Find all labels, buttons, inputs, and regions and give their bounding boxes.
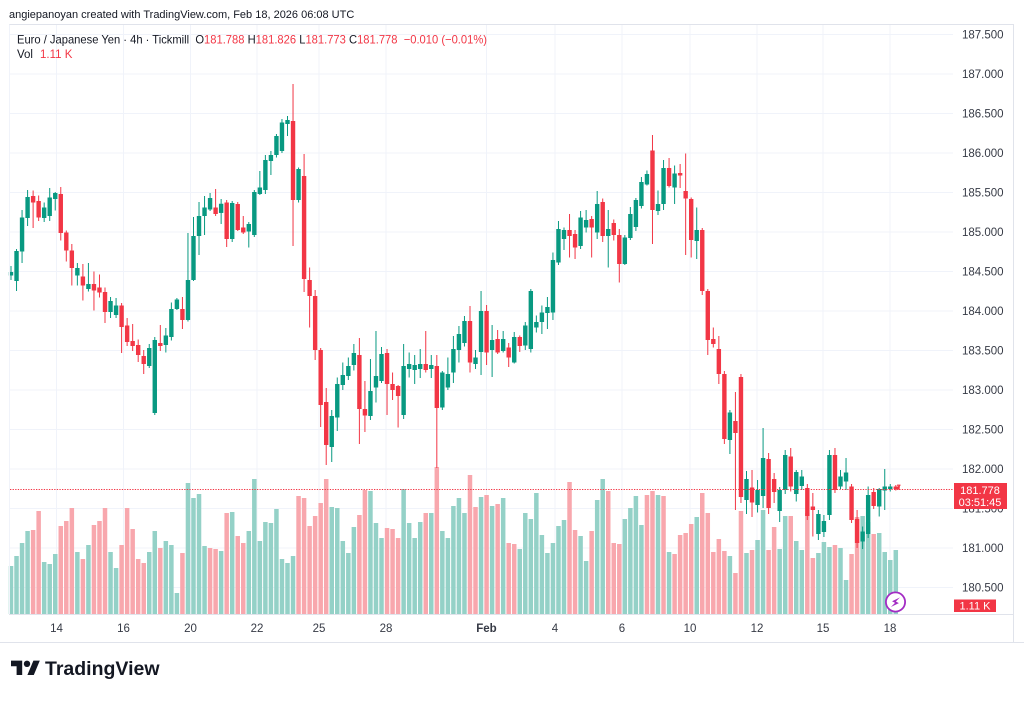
svg-text:25: 25 — [313, 623, 326, 635]
svg-text:180.500: 180.500 — [962, 583, 1004, 595]
svg-text:Vol: Vol — [17, 49, 33, 61]
svg-text:03:51:45: 03:51:45 — [959, 497, 1002, 509]
svg-text:1.11 K: 1.11 K — [960, 601, 992, 613]
svg-text:15: 15 — [817, 623, 830, 635]
svg-text:184.000: 184.000 — [962, 306, 1004, 318]
svg-text:182.000: 182.000 — [962, 464, 1004, 476]
svg-text:184.500: 184.500 — [962, 267, 1004, 279]
svg-text:185.000: 185.000 — [962, 227, 1004, 239]
svg-text:4: 4 — [552, 623, 559, 635]
svg-text:6: 6 — [619, 623, 625, 635]
svg-text:181.778: 181.778 — [960, 485, 1000, 497]
svg-text:TradingView: TradingView — [45, 658, 160, 680]
svg-text:183.500: 183.500 — [962, 346, 1004, 358]
svg-text:187.500: 187.500 — [962, 30, 1004, 42]
svg-text:14: 14 — [50, 623, 63, 635]
svg-text:181.000: 181.000 — [962, 543, 1004, 555]
svg-text:Feb: Feb — [476, 623, 496, 635]
svg-text:186.500: 186.500 — [962, 109, 1004, 121]
svg-text:186.000: 186.000 — [962, 148, 1004, 160]
svg-text:185.500: 185.500 — [962, 188, 1004, 200]
svg-text:20: 20 — [184, 623, 197, 635]
svg-text:18: 18 — [884, 623, 897, 635]
svg-text:10: 10 — [684, 623, 697, 635]
svg-text:182.500: 182.500 — [962, 425, 1004, 437]
svg-text:187.000: 187.000 — [962, 69, 1004, 81]
svg-text:1.11 K: 1.11 K — [40, 49, 73, 61]
svg-text:22: 22 — [251, 623, 264, 635]
svg-text:angiepanoyan created with Trad: angiepanoyan created with TradingView.co… — [9, 9, 354, 21]
svg-text:28: 28 — [380, 623, 393, 635]
svg-text:183.000: 183.000 — [962, 385, 1004, 397]
svg-text:12: 12 — [751, 623, 764, 635]
svg-text:Euro / Japanese Yen · 4h · Tic: Euro / Japanese Yen · 4h · Tickmill O181… — [17, 33, 487, 47]
svg-text:16: 16 — [117, 623, 130, 635]
